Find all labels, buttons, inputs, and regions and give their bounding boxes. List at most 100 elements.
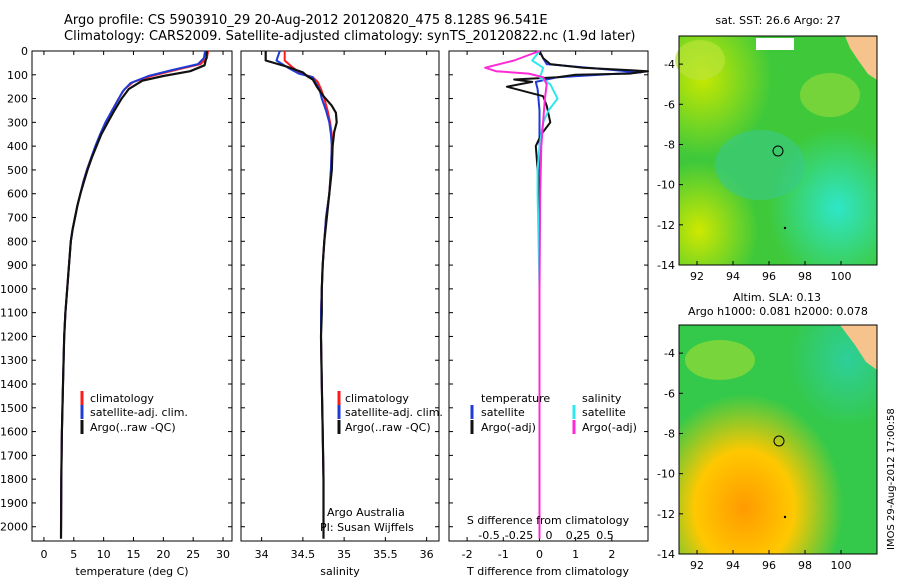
y-tick-label: 1000 xyxy=(0,283,28,296)
y-tick-label: -10 xyxy=(657,468,675,481)
y-tick-label: 400 xyxy=(7,140,28,153)
x-tick-label: 0 xyxy=(40,548,47,561)
s-tick-label: 0 xyxy=(546,529,553,542)
imos-timestamp: IMOS 29-Aug-2012 17:00:58 xyxy=(886,408,897,550)
x-tick-label: 0 xyxy=(536,548,543,561)
y-tick-label: 1600 xyxy=(0,426,28,439)
difference-panel-frame xyxy=(448,50,649,542)
x-tick-label: 92 xyxy=(690,270,704,283)
credit-line1: Argo Australia xyxy=(327,506,405,519)
sst-map xyxy=(675,35,878,266)
y-tick-label: 300 xyxy=(7,116,28,129)
sst-map-title: sat. SST: 26.6 Argo: 27 xyxy=(715,14,840,27)
difference-series xyxy=(484,50,649,539)
s-tick-label: 0.25 xyxy=(566,529,591,542)
y-tick-label: 700 xyxy=(7,212,28,225)
y-tick-label: 1300 xyxy=(0,354,28,367)
y-tick-label: -12 xyxy=(657,219,675,232)
y-tick-label: -14 xyxy=(657,259,675,272)
x-tick-label: 20 xyxy=(156,548,170,561)
legend-label-satellite: satellite-adj. clim. xyxy=(345,406,443,419)
x-tick-label: 100 xyxy=(831,270,852,283)
legend-label-t-argo: Argo(-adj) xyxy=(481,421,536,434)
legend-label-climatology: climatology xyxy=(345,392,409,405)
x-tick-label: 25 xyxy=(186,548,200,561)
series-line xyxy=(505,50,649,539)
legend-label-satellite: satellite-adj. clim. xyxy=(90,406,188,419)
y-tick-label: -4 xyxy=(664,58,675,71)
x-tick-label: 35.5 xyxy=(373,548,398,561)
temperature-series xyxy=(59,50,210,539)
x-tick-label: 5 xyxy=(70,548,77,561)
x-tick-label: 36 xyxy=(420,548,434,561)
salinity-series xyxy=(264,50,338,539)
series-line xyxy=(59,50,208,539)
difference-legend: temperature salinity satellite Argo(-adj… xyxy=(470,392,637,434)
y-tick-label: -8 xyxy=(664,138,675,151)
s-tick-label: -0.25 xyxy=(505,529,533,542)
x-tick-label: 94 xyxy=(726,559,740,572)
x-tick-label: 94 xyxy=(726,270,740,283)
sla-map-axis: 92 94 96 98 100 -4 -6 -8 -10 -12 -14 xyxy=(657,347,851,572)
y-tick-label: 1100 xyxy=(0,307,28,320)
x-tick-label: 92 xyxy=(690,559,704,572)
y-tick-label: -6 xyxy=(664,98,675,111)
salinity-panel-frame xyxy=(240,50,440,542)
credit-line2: PI: Susan Wijffels xyxy=(320,521,414,534)
y-tick-label: 1200 xyxy=(0,330,28,343)
salinity-axis: 34 34.5 35 35.5 36 xyxy=(241,50,439,561)
y-tick-label: 1700 xyxy=(0,449,28,462)
x-tick-label: 100 xyxy=(831,559,852,572)
sst-float-position-marker xyxy=(772,145,784,157)
y-tick-label: -8 xyxy=(664,427,675,440)
legend-label-argo: Argo(..raw -QC) xyxy=(90,421,176,434)
series-line xyxy=(484,50,548,539)
y-tick-label: 1800 xyxy=(0,473,28,486)
y-tick-label: 0 xyxy=(21,45,28,58)
salinity-xlabel: salinity xyxy=(320,565,360,578)
sst-map-axis: 92 94 96 98 100 -4 -6 -8 -10 -12 -14 xyxy=(657,58,851,283)
x-tick-label: 1 xyxy=(572,548,579,561)
s-tick-label: 0.5 xyxy=(596,529,614,542)
legend-label-argo: Argo(..raw -QC) xyxy=(345,421,431,434)
temperature-xlabel: temperature (deg C) xyxy=(75,565,188,578)
sst-missing-data xyxy=(756,38,794,50)
y-tick-label: 900 xyxy=(7,259,28,272)
sla-float-position-marker xyxy=(773,435,785,447)
x-tick-label: 98 xyxy=(798,559,812,572)
y-tick-label: -10 xyxy=(657,179,675,192)
sst-coastline xyxy=(845,36,877,80)
x-tick-label: 30 xyxy=(216,548,230,561)
sla-map xyxy=(678,324,878,555)
y-tick-label: -12 xyxy=(657,508,675,521)
x-tick-label: -1 xyxy=(498,548,509,561)
x-tick-label: 34 xyxy=(255,548,269,561)
y-tick-label: 600 xyxy=(7,188,28,201)
s-tick-label: -0.5 xyxy=(478,529,499,542)
legend-header-temperature: temperature xyxy=(481,392,550,405)
s-difference-ticks: -0.5 -0.25 0 0.25 0.5 xyxy=(478,529,613,542)
y-tick-label: 1400 xyxy=(0,378,28,391)
s-difference-label: S difference from climatology xyxy=(467,514,630,527)
temperature-panel-frame xyxy=(31,50,233,542)
x-tick-label: 10 xyxy=(97,548,111,561)
x-tick-label: 96 xyxy=(762,270,776,283)
salinity-legend: climatology satellite-adj. clim. Argo(..… xyxy=(337,391,443,434)
x-tick-label: 98 xyxy=(798,270,812,283)
x-tick-label: 35 xyxy=(337,548,351,561)
y-tick-label: 800 xyxy=(7,235,28,248)
figure-title-line1: Argo profile: CS 5903910_29 20-Aug-2012 … xyxy=(64,13,548,28)
legend-header-salinity: salinity xyxy=(582,392,622,405)
temperature-axis: 0100200300400500600700800900100011001200… xyxy=(0,45,232,561)
y-tick-label: -4 xyxy=(664,347,675,360)
sla-map-title-line1: Altim. SLA: 0.13 xyxy=(733,291,821,304)
y-tick-label: 1500 xyxy=(0,402,28,415)
x-tick-label: 2 xyxy=(608,548,615,561)
sla-map-title-line2: Argo h1000: 0.081 h2000: 0.078 xyxy=(688,305,868,318)
y-tick-label: 1900 xyxy=(0,497,28,510)
x-tick-label: 15 xyxy=(126,548,140,561)
y-tick-label: -14 xyxy=(657,548,675,561)
x-tick-label: 34.5 xyxy=(291,548,316,561)
y-tick-label: -6 xyxy=(664,387,675,400)
